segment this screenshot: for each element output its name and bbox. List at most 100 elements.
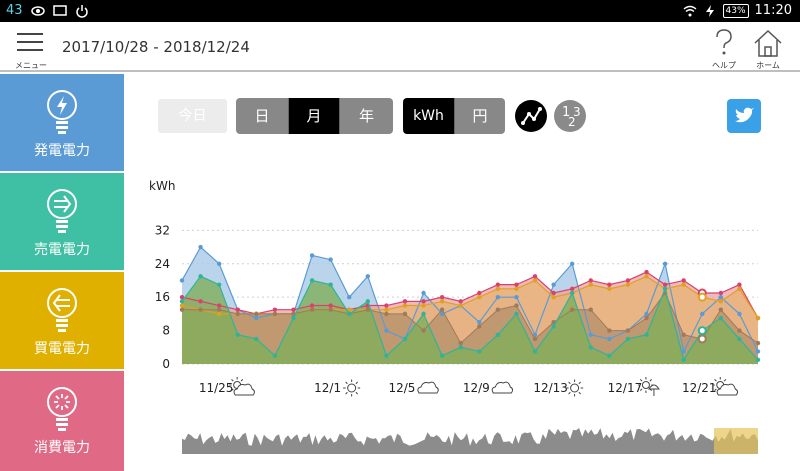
data-point: [644, 315, 649, 321]
data-point: [384, 303, 389, 308]
y-tick-label: 8: [162, 324, 170, 338]
x-tick-label: 12/13: [533, 381, 568, 395]
period-month-button[interactable]: 月: [288, 98, 340, 134]
data-point: [718, 307, 724, 312]
series-line: [181, 271, 759, 319]
data-point: [532, 278, 538, 283]
data-point: [384, 311, 389, 317]
energy-chart[interactable]: kWh 0 8 16 24 32 11/25 12/1 12/5 12/9 12/13 12/17 12…: [140, 176, 780, 406]
data-point: [421, 303, 426, 308]
data-point: [309, 307, 315, 312]
unit-kwh-button[interactable]: kWh: [403, 98, 454, 134]
data-point: [254, 311, 259, 317]
data-point: [328, 303, 333, 308]
data-point: [309, 278, 315, 283]
timeline-overview[interactable]: [182, 418, 758, 454]
data-point: [216, 261, 222, 266]
data-point: [291, 315, 296, 321]
sun-cloud-weather-icon: [229, 377, 255, 396]
selected-point[interactable]: [697, 292, 707, 302]
x-tick-label: 12/9: [463, 381, 490, 395]
data-point: [718, 294, 724, 300]
data-point: [625, 278, 631, 283]
svg-text:1: 1: [562, 105, 570, 120]
wifi-icon: [683, 5, 696, 16]
date-range[interactable]: 2017/10/28 - 2018/12/24: [62, 38, 250, 56]
home-label: ホーム: [756, 61, 780, 70]
data-point: [532, 336, 538, 342]
data-point: [477, 320, 482, 325]
data-point: [179, 294, 185, 300]
y-tick-label: 24: [155, 257, 170, 271]
data-point: [309, 253, 315, 258]
data-point: [514, 286, 519, 292]
sidebar-item-buy[interactable]: 買電電力: [0, 272, 124, 369]
data-point: [254, 315, 259, 321]
data-point: [365, 307, 371, 312]
unit-yen-button[interactable]: 円: [454, 98, 505, 134]
data-point: [532, 349, 538, 354]
data-point: [439, 311, 445, 317]
data-point: [291, 307, 296, 312]
data-point: [588, 332, 593, 337]
x-tick-label: 12/5: [388, 381, 415, 395]
sidebar-item-sell[interactable]: 売電電力: [0, 173, 124, 270]
data-point: [551, 290, 556, 296]
x-tick-label: 11/25: [199, 381, 234, 395]
period-year-button[interactable]: 年: [340, 98, 393, 134]
lightning-bulb-icon: [47, 90, 77, 134]
question-icon: [716, 29, 732, 55]
sidebar-item-consumption[interactable]: 消費電力: [0, 371, 124, 471]
today-button[interactable]: 今日: [158, 99, 227, 133]
selected-point[interactable]: [697, 334, 707, 344]
period-day-button[interactable]: 日: [236, 98, 288, 134]
menu-button[interactable]: メニュー: [14, 30, 48, 70]
data-point: [495, 332, 501, 337]
data-point: [607, 336, 612, 342]
data-point: [607, 353, 612, 358]
data-point: [272, 353, 278, 358]
period-selector: 日 月 年: [236, 98, 393, 134]
data-point: [569, 261, 575, 266]
data-point: [384, 328, 389, 333]
data-point: [477, 294, 482, 300]
sidebar-item-generation[interactable]: 発電電力: [0, 74, 124, 171]
data-point: [347, 294, 352, 300]
sidebar: 発電電力 売電電力 買電電力 消費電力: [0, 74, 124, 471]
data-point: [644, 332, 649, 337]
arrow-left-bulb-icon: [47, 288, 77, 332]
sun-weather-icon: [343, 379, 361, 397]
numbers-toggle[interactable]: 1 2 3: [553, 99, 587, 133]
data-point: [718, 290, 724, 296]
twitter-share-button[interactable]: [727, 99, 761, 133]
overview-selection-window[interactable]: [714, 428, 758, 454]
data-point: [625, 336, 631, 342]
data-point: [588, 278, 593, 283]
menu-label: メニュー: [15, 61, 47, 70]
home-button[interactable]: ホーム: [750, 28, 786, 70]
charging-icon: [705, 4, 714, 17]
data-point: [328, 307, 333, 312]
data-point: [198, 274, 203, 279]
help-button[interactable]: ヘルプ: [706, 28, 742, 70]
data-point: [179, 307, 185, 312]
data-point: [235, 307, 240, 312]
data-point: [718, 299, 724, 304]
data-point: [755, 340, 761, 346]
data-point: [216, 303, 222, 308]
data-point: [402, 299, 408, 304]
data-point: [421, 328, 426, 333]
data-point: [477, 349, 482, 354]
line-chart-toggle[interactable]: [514, 99, 548, 133]
data-point: [662, 261, 668, 266]
data-point: [625, 328, 631, 333]
data-point: [514, 282, 519, 287]
data-point: [551, 294, 556, 300]
sun-cloud-weather-icon: [712, 377, 739, 396]
sun-rain-weather-icon: [637, 377, 660, 396]
data-point: [495, 286, 501, 292]
data-point: [216, 307, 222, 312]
data-point: [588, 307, 593, 312]
data-point: [495, 294, 501, 300]
selected-point[interactable]: [697, 326, 707, 336]
